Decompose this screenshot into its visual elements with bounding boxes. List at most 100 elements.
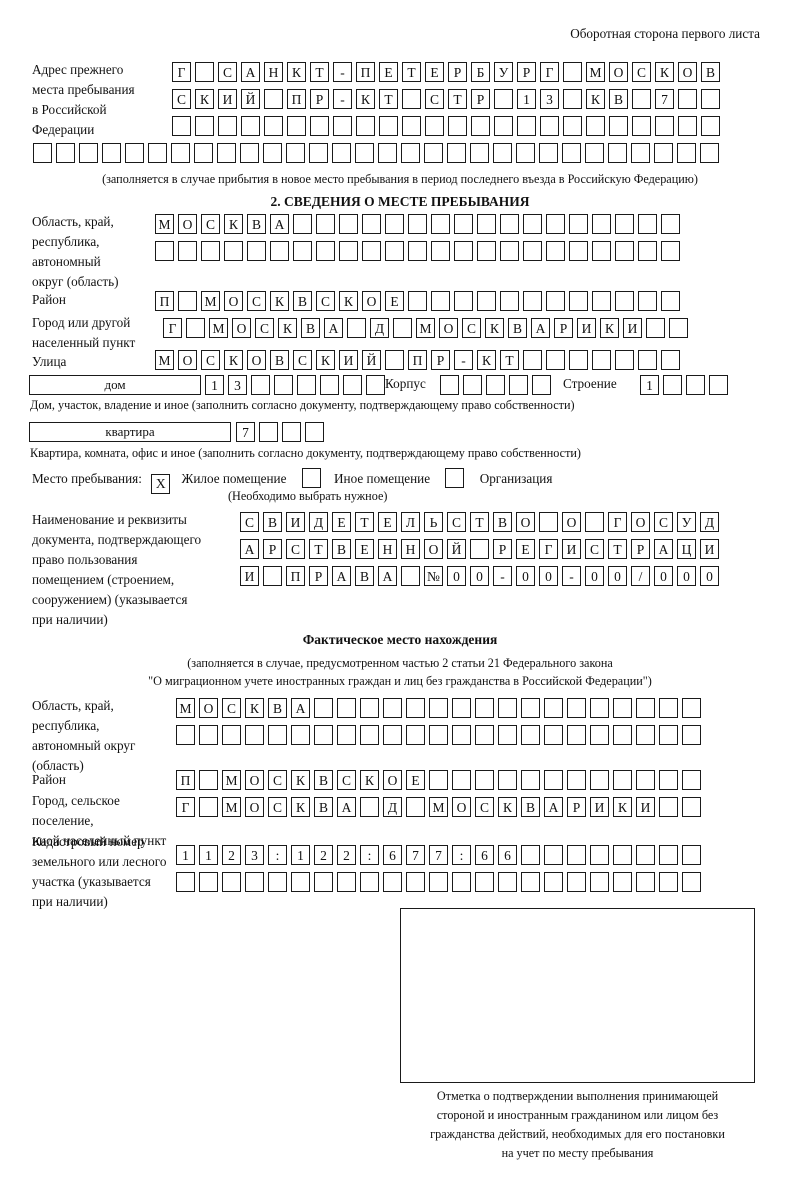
actual-city-cell-15[interactable]: К <box>498 797 517 817</box>
cadastral-r2-cell-14[interactable] <box>475 872 494 892</box>
district-cell-5[interactable]: С <box>247 291 266 311</box>
doc-r2-cell-8[interactable]: Н <box>401 539 420 559</box>
prev-address-r4-cell-20[interactable] <box>470 143 489 163</box>
doc-r1-cell-20[interactable]: У <box>677 512 696 532</box>
prev-address-r1-cell-19[interactable]: М <box>586 62 605 82</box>
prev-address-r2-cell-2[interactable]: К <box>195 89 214 109</box>
doc-r1-cell-1[interactable]: С <box>240 512 259 532</box>
street-cell-13[interactable]: Р <box>431 350 450 370</box>
prev-address-r1-cell-5[interactable]: Н <box>264 62 283 82</box>
doc-r2-cell-12[interactable]: Р <box>493 539 512 559</box>
actual-city-cell-1[interactable]: Г <box>176 797 195 817</box>
cadastral-r2-cell-4[interactable] <box>245 872 264 892</box>
city-cell-8[interactable]: А <box>324 318 343 338</box>
street-cell-1[interactable]: М <box>155 350 174 370</box>
cadastral-r2-cell-11[interactable] <box>406 872 425 892</box>
actual-region-r2-cell-23[interactable] <box>682 725 701 745</box>
actual-region-r2-cell-18[interactable] <box>567 725 586 745</box>
actual-region-r2-cell-3[interactable] <box>222 725 241 745</box>
street-cell-6[interactable]: В <box>270 350 289 370</box>
prev-address-r1-cell-4[interactable]: А <box>241 62 260 82</box>
street-cell-9[interactable]: И <box>339 350 358 370</box>
district-cell-23[interactable] <box>661 291 680 311</box>
prev-address-r1-cell-15[interactable]: У <box>494 62 513 82</box>
doc-r1-cell-4[interactable]: Д <box>309 512 328 532</box>
doc-r2-cell-14[interactable]: Г <box>539 539 558 559</box>
region-r2-cell-13[interactable] <box>431 241 450 261</box>
doc-r3-cell-2[interactable] <box>263 566 282 586</box>
prev-address-r1-cell-6[interactable]: К <box>287 62 306 82</box>
cadastral-r1-cell-7[interactable]: 2 <box>314 845 333 865</box>
prev-address-r4-cell-19[interactable] <box>447 143 466 163</box>
prev-address-r4-cell-7[interactable] <box>171 143 190 163</box>
region-r1-cell-9[interactable] <box>339 214 358 234</box>
district-cell-11[interactable]: Е <box>385 291 404 311</box>
prev-address-r3-cell-1[interactable] <box>172 116 191 136</box>
district-cell-12[interactable] <box>408 291 427 311</box>
prev-address-r4-cell-6[interactable] <box>148 143 167 163</box>
region-r1-cell-4[interactable]: К <box>224 214 243 234</box>
region-r1-cell-13[interactable] <box>431 214 450 234</box>
city-cell-11[interactable] <box>393 318 412 338</box>
cadastral-r1-cell-18[interactable] <box>567 845 586 865</box>
prev-address-r4-cell-9[interactable] <box>217 143 236 163</box>
actual-region-r1-cell-2[interactable]: О <box>199 698 218 718</box>
street-cell-8[interactable]: К <box>316 350 335 370</box>
actual-district-cell-8[interactable]: С <box>337 770 356 790</box>
prev-address-r4-cell-24[interactable] <box>562 143 581 163</box>
region-r1-cell-14[interactable] <box>454 214 473 234</box>
korpus-cell-4[interactable] <box>509 375 528 395</box>
prev-address-r4-cell-22[interactable] <box>516 143 535 163</box>
flat-cell-2[interactable] <box>259 422 278 442</box>
street-cell-19[interactable] <box>569 350 588 370</box>
actual-region-r1-cell-19[interactable] <box>590 698 609 718</box>
region-r2-cell-18[interactable] <box>546 241 565 261</box>
region-r1-cell-6[interactable]: А <box>270 214 289 234</box>
doc-r1-cell-17[interactable]: Г <box>608 512 627 532</box>
cadastral-r1-cell-13[interactable]: : <box>452 845 471 865</box>
actual-region-r2-cell-15[interactable] <box>498 725 517 745</box>
doc-r2-cell-16[interactable]: С <box>585 539 604 559</box>
district-cell-18[interactable] <box>546 291 565 311</box>
actual-district-cell-4[interactable]: О <box>245 770 264 790</box>
city-cell-22[interactable] <box>646 318 665 338</box>
prev-address-r3-cell-4[interactable] <box>241 116 260 136</box>
actual-region-r1-cell-23[interactable] <box>682 698 701 718</box>
region-r1-cell-22[interactable] <box>638 214 657 234</box>
prev-address-r2-cell-24[interactable] <box>701 89 720 109</box>
region-r1-cell-12[interactable] <box>408 214 427 234</box>
district-cell-4[interactable]: О <box>224 291 243 311</box>
district-cell-20[interactable] <box>592 291 611 311</box>
district-cell-22[interactable] <box>638 291 657 311</box>
house-cell-5[interactable] <box>297 375 316 395</box>
flat-cell-3[interactable] <box>282 422 301 442</box>
doc-r3-cell-6[interactable]: В <box>355 566 374 586</box>
actual-district-cell-20[interactable] <box>613 770 632 790</box>
doc-r3-cell-18[interactable]: / <box>631 566 650 586</box>
stroenie-cells[interactable]: 1 <box>640 375 728 395</box>
actual-region-r2-cell-22[interactable] <box>659 725 678 745</box>
district-cell-1[interactable]: П <box>155 291 174 311</box>
checkbox-zhiloe[interactable]: X <box>151 474 171 494</box>
cadastral-r1-cell-6[interactable]: 1 <box>291 845 310 865</box>
region-r2-cell-2[interactable] <box>178 241 197 261</box>
actual-district-cell-16[interactable] <box>521 770 540 790</box>
prev-address-r1-cell-3[interactable]: С <box>218 62 237 82</box>
prev-address-r3-cell-9[interactable] <box>356 116 375 136</box>
doc-r3-cell-7[interactable]: А <box>378 566 397 586</box>
cadastral-r2-cell-16[interactable] <box>521 872 540 892</box>
street-cell-22[interactable] <box>638 350 657 370</box>
city-cell-19[interactable]: И <box>577 318 596 338</box>
prev-address-r1-cell-11[interactable]: Т <box>402 62 421 82</box>
cadastral-r2-cell-22[interactable] <box>659 872 678 892</box>
prev-address-r4-cell-12[interactable] <box>286 143 305 163</box>
prev-address-r4-cell-2[interactable] <box>56 143 75 163</box>
prev-address-r3-cell-11[interactable] <box>402 116 421 136</box>
actual-city-cell-12[interactable]: М <box>429 797 448 817</box>
prev-address-r3-cell-20[interactable] <box>609 116 628 136</box>
region-r2-cell-9[interactable] <box>339 241 358 261</box>
